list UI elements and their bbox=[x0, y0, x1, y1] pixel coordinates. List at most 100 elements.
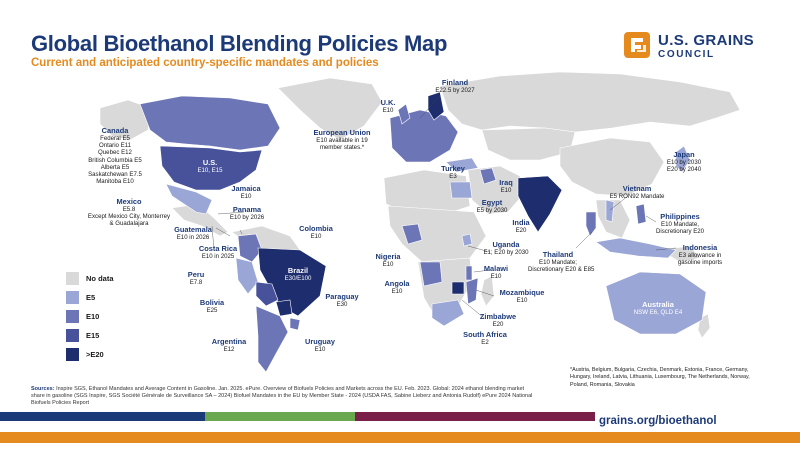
website-link[interactable]: grains.org/bioethanol bbox=[599, 415, 717, 427]
label-thailand: Thailand E10 Mandate; Discretionary E20 … bbox=[528, 250, 595, 274]
finland-shape bbox=[427, 91, 445, 121]
country-name: Guatemala bbox=[174, 225, 212, 234]
legend-label: >E20 bbox=[86, 350, 104, 359]
label-egypt: Egypt E5 by 2030 bbox=[472, 198, 512, 214]
label-iraq: Iraq E10 bbox=[494, 178, 518, 194]
label-us: U.S. E10, E15 bbox=[190, 158, 230, 174]
country-name: Mozambique bbox=[499, 288, 545, 297]
footer-bar-green bbox=[205, 412, 355, 421]
label-turkey: Turkey E3 bbox=[438, 164, 468, 180]
mozambique-shape bbox=[465, 277, 479, 305]
bolivia-shape bbox=[255, 281, 279, 307]
legend-label: No data bbox=[86, 274, 114, 283]
australia-shape bbox=[605, 271, 707, 335]
country-name: Uganda bbox=[492, 240, 520, 249]
argentina-shape bbox=[255, 305, 289, 373]
uk-shape bbox=[397, 103, 411, 125]
southeast-asia-shape bbox=[595, 199, 631, 239]
legend-item: E10 bbox=[66, 310, 186, 324]
legend-item: E15 bbox=[66, 329, 186, 343]
legend-item: >E20 bbox=[66, 348, 186, 362]
alaska-shape bbox=[99, 99, 151, 141]
country-name: Canada bbox=[101, 126, 129, 135]
label-eu: European Union E10 available in 19 membe… bbox=[300, 128, 384, 151]
vietnam-shape bbox=[605, 199, 615, 223]
canada-shape bbox=[139, 95, 281, 151]
label-nigeria: Nigeria E10 bbox=[372, 252, 404, 268]
label-japan: Japan E10 by 2030 E20 by 2040 bbox=[664, 150, 704, 173]
country-name: Panama bbox=[232, 205, 262, 214]
label-uganda: Uganda E1; E20 by 2030 bbox=[478, 240, 534, 256]
country-name: Finland bbox=[441, 78, 469, 87]
central-asia-shape bbox=[481, 127, 576, 161]
label-angola: Angola E10 bbox=[382, 279, 412, 295]
label-mexico: Mexico E5.8 Except Mexico City, Monterre… bbox=[84, 197, 174, 228]
zimbabwe-shape bbox=[451, 281, 465, 295]
footer-bar-orange bbox=[0, 432, 800, 443]
country-name: Malawi bbox=[483, 264, 509, 273]
label-costa-rica: Costa Rica E10 in 2025 bbox=[198, 244, 238, 260]
middle-east-shape bbox=[467, 165, 523, 215]
country-name: U.K. bbox=[380, 98, 396, 107]
footer-bar-purple bbox=[355, 412, 595, 421]
india-shape bbox=[517, 175, 563, 233]
label-philippines: Philippines E10 Mandate, Discretionary E… bbox=[650, 212, 710, 235]
country-name: Jamaica bbox=[231, 184, 261, 193]
country-name: Colombia bbox=[299, 224, 333, 233]
country-name: Japan bbox=[673, 150, 695, 159]
label-argentina: Argentina E12 bbox=[207, 337, 251, 353]
japan-shape bbox=[675, 145, 691, 173]
label-malawi: Malawi E10 bbox=[483, 264, 509, 280]
country-name: Peru bbox=[187, 270, 205, 279]
legend-label: E5 bbox=[86, 293, 96, 302]
label-mozambique: Mozambique E10 bbox=[496, 288, 548, 304]
country-name: Costa Rica bbox=[198, 244, 238, 253]
legend-swatch bbox=[66, 348, 79, 361]
country-name: Turkey bbox=[441, 164, 465, 173]
colombia-shape bbox=[237, 233, 263, 263]
page-subtitle: Current and anticipated country-specific… bbox=[31, 57, 379, 69]
country-name: Australia bbox=[642, 300, 674, 309]
label-finland: Finland E22.5 by 2027 bbox=[432, 78, 478, 94]
council-logo: U.S. GRAINS COUNCIL bbox=[624, 32, 784, 66]
country-name: Thailand bbox=[542, 250, 574, 259]
country-name: Indonesia bbox=[682, 243, 718, 252]
angola-shape bbox=[419, 261, 443, 287]
uganda-shape bbox=[461, 233, 473, 247]
legend-swatch bbox=[66, 291, 79, 304]
sources-body: Inspire SGS, Ethanol Mandates and Averag… bbox=[31, 386, 533, 407]
sources-text: Sources: Inspire SGS, Ethanol Mandates a… bbox=[31, 386, 536, 408]
us-shape bbox=[159, 145, 263, 191]
greenland-shape bbox=[277, 77, 383, 141]
label-india: India E20 bbox=[510, 218, 532, 234]
label-vietnam: Vietnam E5 RON92 Mandate bbox=[609, 184, 665, 200]
nigeria-shape bbox=[401, 223, 423, 245]
madagascar-shape bbox=[480, 275, 495, 307]
europe-shape bbox=[389, 109, 459, 163]
label-uk: U.K. E10 bbox=[376, 98, 400, 114]
legend-swatch bbox=[66, 329, 79, 342]
brazil-shape bbox=[257, 247, 327, 317]
legend-item: No data bbox=[66, 272, 186, 286]
north-africa-shape bbox=[383, 169, 471, 215]
sources-label: Sources: bbox=[31, 386, 55, 392]
china-shape bbox=[559, 137, 665, 197]
country-name: Iraq bbox=[499, 178, 513, 187]
mexico-shape bbox=[165, 183, 213, 215]
label-australia: Australia NSW E6, QLD E4 bbox=[633, 300, 683, 316]
legend-label: E15 bbox=[86, 331, 100, 340]
label-peru: Peru E7.8 bbox=[184, 270, 208, 286]
label-paraguay: Paraguay E30 bbox=[322, 292, 362, 308]
country-name: India bbox=[512, 218, 530, 227]
peru-shape bbox=[235, 257, 259, 295]
thailand-shape bbox=[585, 211, 597, 237]
legend-item: E5 bbox=[66, 291, 186, 305]
label-canada: Canada Federal E5 Ontario E11 Quebec E12… bbox=[84, 126, 146, 185]
country-name: Nigeria bbox=[375, 252, 401, 261]
footer-bar-navy bbox=[0, 412, 205, 421]
country-name: Bolivia bbox=[199, 298, 225, 307]
malawi-shape bbox=[465, 265, 473, 281]
country-name: Zimbabwe bbox=[479, 312, 517, 321]
legend-swatch bbox=[66, 272, 79, 285]
